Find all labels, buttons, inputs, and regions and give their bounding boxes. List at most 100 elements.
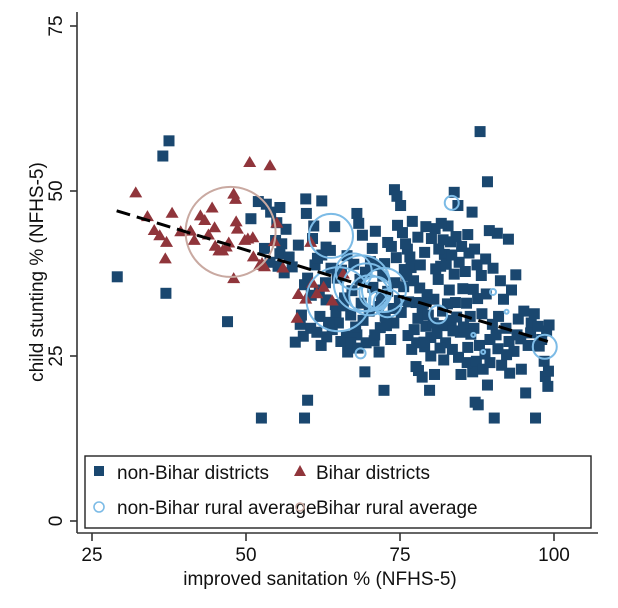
- non-bihar-district-point: [477, 363, 489, 375]
- bihar-district-point: [198, 214, 212, 226]
- non-bihar-district-point: [354, 273, 366, 285]
- non-bihar-district-point: [541, 325, 553, 337]
- non-bihar-district-point: [491, 227, 503, 239]
- non-bihar-district-point: [443, 284, 455, 296]
- non-bihar-district-point: [433, 243, 445, 255]
- non-bihar-district-point: [455, 368, 467, 380]
- non-bihar-district-point: [340, 330, 352, 342]
- legend-triangle-icon: [294, 465, 306, 476]
- non-bihar-district-point: [511, 329, 523, 341]
- non-bihar-district-point: [508, 345, 520, 357]
- non-bihar-district-point: [351, 207, 363, 219]
- non-bihar-district-point: [438, 354, 450, 366]
- legend: non-Bihar districts Bihar districts non-…: [84, 455, 592, 529]
- non-bihar-rural-average-series: [305, 194, 558, 360]
- non-bihar-district-point: [425, 332, 437, 344]
- non-bihar-district-point: [533, 340, 545, 352]
- non-bihar-district-point: [456, 240, 468, 252]
- non-bihar-district-point: [337, 300, 349, 312]
- non-bihar-rural-average-point: [367, 290, 388, 311]
- bihar-district-point: [325, 294, 339, 306]
- bihar-district-point: [310, 287, 324, 299]
- non-bihar-district-point: [441, 298, 453, 310]
- non-bihar-district-point: [438, 248, 450, 260]
- y-tick-label: 25: [46, 345, 67, 366]
- non-bihar-district-point: [542, 380, 554, 392]
- non-bihar-district-point: [264, 256, 276, 268]
- non-bihar-district-point: [472, 399, 484, 411]
- non-bihar-district-point: [401, 269, 413, 281]
- non-bihar-district-point: [222, 316, 234, 328]
- non-bihar-district-point: [457, 283, 469, 295]
- non-bihar-district-point: [440, 258, 452, 270]
- non-bihar-district-point: [484, 357, 496, 369]
- non-bihar-district-point: [348, 258, 360, 270]
- bihar-district-point: [290, 311, 304, 323]
- non-bihar-district-point: [462, 229, 474, 241]
- non-bihar-district-point: [274, 202, 286, 213]
- non-bihar-district-point: [543, 319, 555, 331]
- non-bihar-district-point: [283, 251, 295, 263]
- non-bihar-district-point: [111, 271, 123, 283]
- legend-label-non-bihar-rural-average: non-Bihar rural average: [117, 498, 317, 519]
- non-bihar-district-point: [292, 239, 304, 251]
- non-bihar-district-point: [342, 346, 354, 358]
- bihar-district-point: [291, 287, 305, 299]
- legend-label-non-bihar-districts: non-Bihar districts: [117, 463, 269, 484]
- non-bihar-district-point: [309, 259, 321, 271]
- bihar-district-point: [246, 231, 260, 243]
- non-bihar-rural-average-point: [428, 304, 449, 325]
- non-bihar-district-point: [467, 283, 479, 295]
- y-tick-label: 75: [46, 15, 67, 36]
- bihar-district-point: [317, 280, 331, 292]
- non-bihar-district-point: [297, 330, 309, 342]
- non-bihar-district-point: [255, 412, 267, 424]
- non-bihar-district-point: [294, 318, 306, 330]
- legend-label-bihar-districts: Bihar districts: [316, 463, 430, 484]
- non-bihar-district-point: [398, 264, 410, 276]
- non-bihar-district-point: [484, 334, 496, 345]
- non-bihar-district-point: [475, 269, 487, 281]
- non-bihar-district-point: [314, 310, 326, 322]
- non-bihar-district-point: [360, 266, 372, 278]
- non-bihar-district-point: [481, 379, 493, 391]
- non-bihar-district-point: [373, 346, 385, 358]
- bihar-district-point: [230, 222, 244, 234]
- non-bihar-district-point: [453, 256, 465, 268]
- non-bihar-district-point: [307, 233, 319, 245]
- bihar-district-point: [270, 216, 284, 228]
- non-bihar-district-point: [428, 293, 440, 305]
- bihar-district-point: [160, 235, 174, 247]
- non-bihar-district-point: [473, 339, 485, 351]
- non-bihar-district-point: [525, 317, 537, 329]
- non-bihar-district-point: [434, 342, 446, 354]
- non-bihar-district-point: [355, 297, 367, 309]
- non-bihar-district-point: [299, 279, 311, 291]
- non-bihar-district-point: [469, 243, 481, 255]
- non-bihar-district-point: [276, 238, 288, 250]
- x-tick-label: 75: [389, 545, 410, 566]
- non-bihar-district-point: [449, 297, 461, 309]
- non-bihar-district-point: [528, 308, 540, 320]
- non-bihar-district-point: [388, 184, 400, 196]
- non-bihar-district-point: [435, 217, 447, 229]
- non-bihar-rural-average-point: [334, 252, 373, 291]
- non-bihar-district-point: [450, 231, 462, 243]
- non-bihar-district-point: [437, 234, 449, 246]
- non-bihar-district-point: [351, 329, 363, 341]
- non-bihar-district-point: [324, 244, 336, 256]
- bihar-district-point: [158, 252, 172, 264]
- axes: 0 25 50 75 25 50 75 100 improved sanitation % …: [27, 12, 598, 590]
- non-bihar-district-point: [380, 320, 392, 332]
- non-bihar-district-point: [305, 322, 317, 334]
- non-bihar-district-point: [278, 267, 290, 279]
- non-bihar-district-point: [400, 238, 412, 250]
- non-bihar-district-point: [530, 412, 542, 424]
- non-bihar-district-point: [163, 135, 175, 147]
- non-bihar-district-point: [448, 186, 460, 198]
- non-bihar-district-point: [518, 305, 530, 317]
- non-bihar-district-point: [396, 227, 408, 239]
- non-bihar-district-point: [497, 293, 509, 305]
- non-bihar-district-point: [451, 311, 463, 323]
- non-bihar-district-point: [461, 357, 473, 369]
